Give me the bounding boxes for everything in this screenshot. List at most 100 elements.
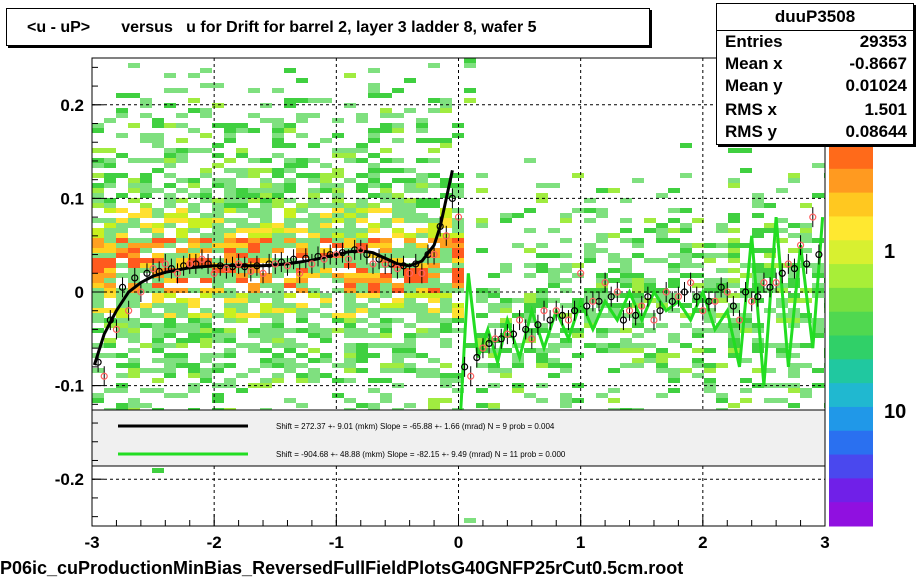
- density-cell: [212, 218, 224, 223]
- density-cell: [368, 278, 380, 283]
- density-cell: [716, 268, 728, 273]
- density-cell: [572, 208, 584, 213]
- density-cell: [140, 343, 152, 348]
- density-cell: [404, 293, 416, 298]
- density-cell: [332, 273, 344, 278]
- density-cell: [296, 328, 308, 333]
- density-cell: [620, 238, 632, 243]
- density-cell: [200, 378, 212, 383]
- stat-value: 0.01024: [845, 76, 907, 95]
- density-cell: [152, 258, 164, 263]
- data-point: [271, 260, 279, 268]
- density-cell: [428, 173, 440, 178]
- density-cell: [176, 278, 188, 283]
- density-cell: [416, 158, 428, 163]
- density-cell: [392, 198, 404, 203]
- data-point: [118, 283, 127, 291]
- density-cell: [320, 273, 332, 278]
- density-cell: [788, 363, 800, 368]
- density-cell: [284, 218, 296, 223]
- density-cell: [296, 353, 308, 358]
- density-cell: [320, 353, 332, 358]
- density-cell: [104, 253, 116, 258]
- density-cell: [404, 333, 416, 338]
- density-cell: [92, 123, 104, 128]
- density-cell: [116, 228, 128, 233]
- data-point: [577, 269, 585, 277]
- density-cell: [92, 148, 104, 153]
- density-cell: [380, 378, 392, 383]
- density-cell: [632, 273, 644, 278]
- density-cell: [800, 363, 812, 368]
- density-cell: [308, 328, 320, 333]
- density-cell: [128, 398, 140, 403]
- density-cell: [380, 283, 392, 288]
- density-cell: [200, 148, 212, 153]
- density-cell: [620, 343, 632, 348]
- density-cell: [356, 208, 368, 213]
- density-cell: [356, 258, 368, 263]
- density-cell: [656, 358, 668, 363]
- data-point: [430, 250, 438, 259]
- density-cell: [752, 263, 764, 268]
- density-cell: [344, 303, 356, 308]
- density-cell: [248, 313, 260, 318]
- density-cell: [128, 198, 140, 203]
- density-cell: [656, 323, 668, 328]
- density-cell: [776, 188, 788, 193]
- density-cell: [608, 388, 620, 393]
- density-cell: [212, 243, 224, 248]
- density-cell: [656, 228, 668, 233]
- y-tick-label: -0.1: [55, 377, 84, 396]
- density-cell: [140, 288, 152, 293]
- density-cell: [452, 378, 464, 383]
- density-cell: [404, 323, 416, 328]
- density-cell: [212, 163, 224, 168]
- density-cell: [740, 378, 752, 383]
- density-cell: [272, 168, 284, 173]
- density-cell: [764, 253, 776, 258]
- density-cell: [140, 248, 152, 253]
- density-cell: [128, 223, 140, 228]
- density-cell: [788, 403, 800, 408]
- density-cell: [464, 518, 476, 523]
- density-cell: [380, 253, 392, 258]
- density-cell: [728, 283, 740, 288]
- density-cell: [308, 143, 320, 148]
- density-cell: [92, 328, 104, 333]
- density-cell: [116, 333, 128, 338]
- density-cell: [128, 253, 140, 258]
- density-cell: [92, 253, 104, 258]
- density-cell: [428, 373, 440, 378]
- density-cell: [356, 358, 368, 363]
- density-cell: [260, 228, 272, 233]
- color-scale-band: [829, 406, 873, 432]
- density-cell: [140, 208, 152, 213]
- density-cell: [320, 298, 332, 303]
- density-cell: [788, 178, 800, 183]
- density-cell: [320, 263, 332, 268]
- density-cell: [476, 363, 488, 368]
- density-cell: [176, 233, 188, 238]
- data-point: [308, 260, 316, 268]
- color-scale-label: 1: [884, 241, 895, 263]
- density-cell: [428, 278, 440, 283]
- data-point: [369, 260, 377, 268]
- density-cell: [164, 308, 176, 313]
- density-cell: [584, 313, 596, 318]
- data-point: [131, 274, 139, 282]
- data-point: [766, 283, 774, 291]
- density-cell: [344, 348, 356, 353]
- density-cell: [560, 398, 572, 403]
- data-point: [155, 267, 163, 276]
- density-cell: [428, 233, 440, 238]
- density-cell: [404, 338, 416, 343]
- stat-value: -0.8667: [849, 54, 907, 73]
- data-point: [815, 250, 823, 259]
- density-cell: [116, 193, 128, 198]
- density-cell: [116, 93, 128, 98]
- density-cell: [236, 248, 248, 253]
- density-cell: [104, 173, 116, 178]
- density-cell: [224, 333, 236, 338]
- density-cell: [440, 258, 452, 263]
